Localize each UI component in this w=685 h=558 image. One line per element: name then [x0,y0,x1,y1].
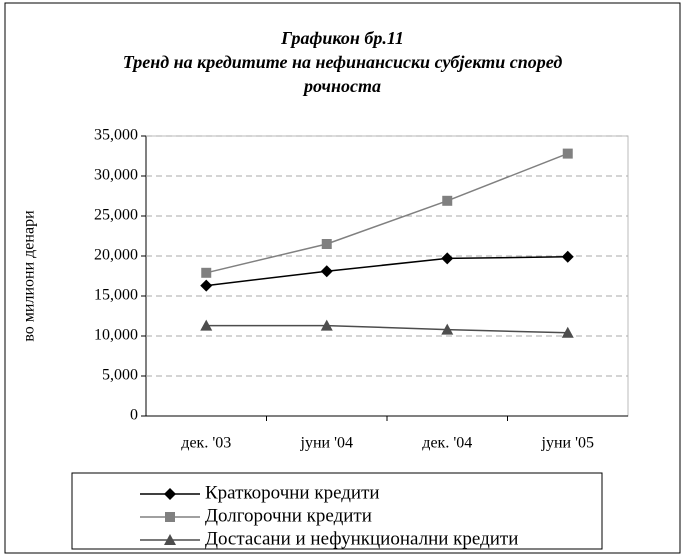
series-line [206,256,568,287]
chart-subtitle: Тренд на кредитите на нефинансиски субје… [122,52,563,96]
x-tick-label: јуни '05 [541,435,594,452]
marker [200,279,213,292]
marker [442,195,453,206]
marker [201,267,212,278]
marker [561,250,574,263]
plot-area [145,135,629,417]
y-tick-label: 10,000 [94,327,138,344]
marker [561,326,574,338]
series-line [206,324,568,334]
y-tick-label: 15,000 [94,287,138,304]
marker [320,319,333,331]
legend-label: Долгорочни кредити [205,505,372,526]
marker [441,323,454,335]
marker [320,265,333,278]
marker [321,239,332,249]
y-tick-label: 5,000 [102,367,138,384]
y-tick-label: 0 [130,407,138,424]
y-tick-label: 30,000 [94,167,138,184]
x-tick-label: јуни '04 [300,435,353,452]
marker [200,319,213,331]
x-tick-label: дек. '04 [422,435,472,452]
legend-marker [164,534,176,545]
y-tick-label: 25,000 [94,207,138,224]
chart-title: Графикон бр.11 [281,28,404,48]
legend-label: Краткорочни кредити [205,482,380,503]
legend-box [71,472,603,550]
y-axis-label: во милиони денари [21,210,38,342]
y-tick-label: 35,000 [94,127,138,144]
legend-marker [165,512,175,522]
legend-marker [164,488,176,500]
marker [562,148,573,159]
y-tick-label: 20,000 [94,247,138,264]
series-line [206,152,569,274]
legend-label: Достасани и нефункционални кредити [205,528,518,549]
chart-border [4,2,681,554]
x-tick-label: дек. '03 [181,435,231,452]
marker [441,252,454,265]
